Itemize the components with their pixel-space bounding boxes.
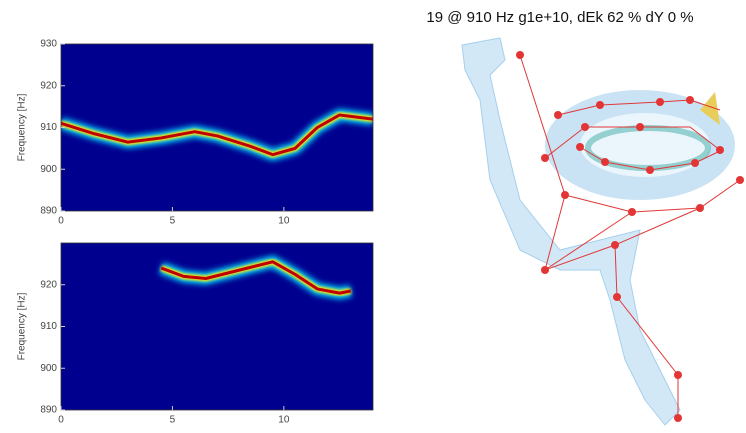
- x-tick-label: 5: [170, 216, 176, 227]
- y-tick-label: 920: [40, 279, 57, 290]
- plot: 890 900 910 920 930 0 5 10 Frequency [Hz]: [17, 39, 374, 227]
- y-tick-label: 900: [40, 363, 57, 374]
- plot: 890 900 910 920 0 5 10 Frequency [Hz]: [17, 242, 374, 426]
- y-tick-label: 910: [40, 122, 57, 133]
- y-tick-label: 930: [40, 39, 57, 50]
- ring-inner: [580, 113, 710, 177]
- housing: [461, 37, 681, 426]
- ridge: [160, 260, 351, 295]
- y-axis-label: Frequency [Hz]: [17, 292, 28, 360]
- x-tick-label: 0: [58, 415, 64, 426]
- x-tick-label: 10: [278, 216, 290, 227]
- y-tick-label: 890: [40, 405, 57, 416]
- mode-shape: [461, 37, 744, 426]
- ridges: [61, 255, 373, 373]
- deformation-peak: [700, 92, 720, 125]
- x-tick-label: 5: [170, 415, 176, 426]
- plot-background: [61, 243, 373, 410]
- y-tick-label: 910: [40, 321, 57, 332]
- x-tick-label: 10: [278, 415, 290, 426]
- nodes: [516, 51, 744, 422]
- y-tick-label: 890: [40, 206, 57, 217]
- ridge: [61, 113, 373, 157]
- y-tick-label: 900: [40, 164, 57, 175]
- x-tick-label: 0: [58, 216, 64, 227]
- ridges: [61, 108, 373, 174]
- y-axis-label: Frequency [Hz]: [17, 93, 28, 161]
- y-tick-label: 920: [40, 80, 57, 91]
- mode-title: 19 @ 910 Hz g1e+10, dEk 62 % dY 0 %: [426, 9, 693, 26]
